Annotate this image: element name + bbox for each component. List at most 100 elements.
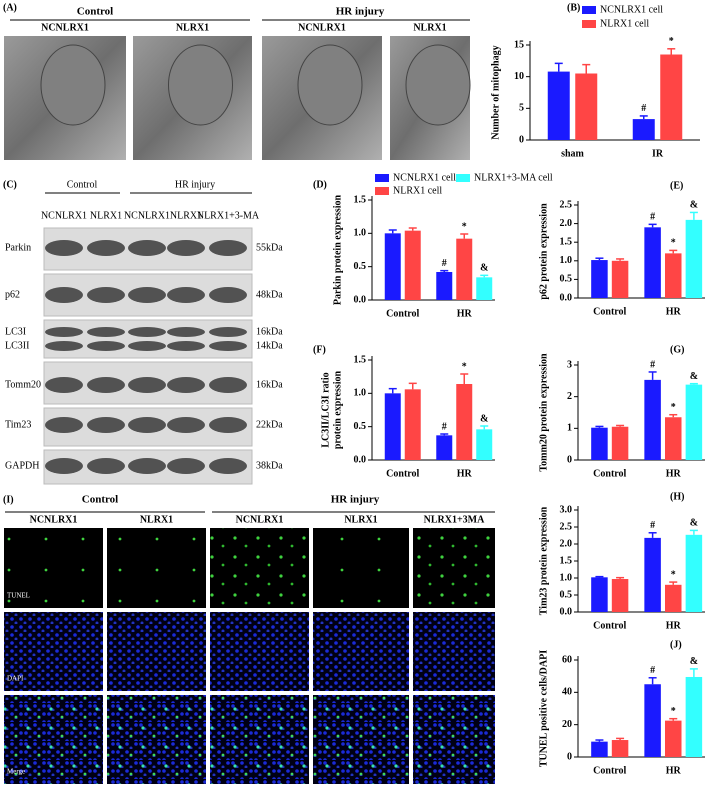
blot-band: [167, 341, 205, 351]
error-bar: [667, 48, 676, 55]
bar: [644, 379, 661, 460]
error-bar: [595, 257, 604, 261]
protein-name: GAPDH: [5, 460, 39, 471]
error-bar: [669, 249, 678, 254]
blot-band: [167, 287, 205, 303]
fluorescence-image: [413, 612, 495, 691]
error-bar: [582, 63, 591, 74]
group-header: HR injury: [336, 6, 385, 18]
fluorescence-image: [107, 612, 206, 691]
significance-mark: *: [669, 36, 674, 47]
error-bar: [648, 223, 657, 228]
bar: [591, 741, 608, 757]
bar: [591, 260, 608, 298]
y-tick-label: 1.0: [560, 572, 573, 583]
significance-mark: #: [641, 103, 646, 114]
fluorescence-image: [210, 528, 309, 608]
group-header: HR injury: [331, 494, 380, 506]
blot-band: [87, 458, 125, 474]
protein-size: 16kDa: [256, 379, 283, 390]
x-tick-label: HR: [457, 468, 473, 479]
error-bar: [669, 581, 678, 585]
y-tick-label: 0.5: [354, 421, 367, 432]
significance-mark: &: [690, 518, 698, 529]
blot-band: [167, 240, 205, 256]
y-tick-label: 0: [567, 454, 572, 465]
legend-swatch: [582, 20, 596, 28]
blot-band: [87, 341, 125, 351]
column-label: NCNLRX1: [298, 22, 346, 33]
bar: [611, 579, 629, 612]
x-tick-label: HR: [666, 468, 682, 479]
protein-name: Tomm20: [5, 379, 41, 390]
y-tick-label: 0.5: [560, 274, 573, 285]
blot-band: [87, 417, 125, 433]
y-tick-label: 1.0: [354, 388, 367, 399]
nucleus: [40, 44, 106, 126]
group-header: Control: [77, 6, 113, 18]
y-tick-label: 20: [562, 719, 572, 730]
column-label: NCNLRX1: [30, 514, 78, 525]
protein-name: Parkin: [5, 242, 31, 253]
group-header: Control: [67, 179, 98, 190]
y-tick-label: 1.0: [354, 228, 367, 239]
blot-band: [209, 287, 247, 303]
column-label: NLRX1: [413, 22, 446, 33]
y-tick-label: 1.5: [354, 194, 367, 205]
significance-mark: #: [650, 665, 655, 676]
panel-label: (E): [670, 180, 683, 191]
significance-mark: *: [671, 569, 676, 580]
y-tick-label: 2.0: [560, 538, 573, 549]
y-tick-label: 0.0: [354, 294, 367, 305]
y-tick-label: 0.0: [560, 606, 573, 617]
blot-band: [128, 287, 166, 303]
fluorescence-image: [210, 612, 309, 691]
y-tick-label: 1: [567, 423, 572, 434]
fluorescence-image: [4, 612, 103, 691]
bar: [404, 389, 421, 460]
blot-band: [167, 327, 205, 337]
y-axis-label: Tomm20 protein expression: [538, 353, 549, 472]
bar: [664, 253, 682, 298]
significance-mark: &: [480, 263, 488, 274]
significance-mark: #: [442, 258, 447, 269]
significance-mark: &: [690, 200, 698, 211]
y-axis-label: Parkin protein expression: [332, 194, 343, 305]
blot-band: [45, 240, 83, 256]
blot-band: [209, 417, 247, 433]
nucleus: [168, 44, 233, 126]
significance-mark: *: [671, 238, 676, 249]
nucleus: [297, 44, 363, 126]
bar: [547, 71, 570, 140]
y-tick-label: 0.0: [354, 454, 367, 465]
panel-label: (C): [3, 179, 17, 190]
fluorescence-image: [413, 695, 495, 784]
blot-band: [167, 377, 205, 393]
error-bar: [440, 269, 449, 272]
blot-band: [209, 240, 247, 256]
bar: [611, 426, 629, 460]
y-tick-label: 60: [562, 654, 572, 665]
bar: [476, 429, 493, 460]
fluorescence-image: [107, 528, 206, 608]
error-bar: [388, 387, 397, 394]
legend-label: NCNLRX1 cell: [600, 4, 663, 15]
blot-band: [209, 341, 247, 351]
y-tick-label: 15: [514, 39, 524, 50]
protein-size: 38kDa: [256, 460, 283, 471]
y-tick-label: 2: [567, 391, 572, 402]
protein-size: 55kDa: [256, 242, 283, 253]
error-bar: [408, 382, 417, 390]
blot-band: [45, 327, 83, 337]
bar: [660, 54, 683, 140]
protein-size: 16kDa: [256, 326, 283, 337]
blot-band: [209, 377, 247, 393]
blot-band: [87, 240, 125, 256]
blot-band: [128, 377, 166, 393]
error-bar: [689, 529, 698, 535]
blot-band: [128, 417, 166, 433]
x-tick-label: HR: [666, 306, 682, 317]
bar: [591, 577, 608, 612]
bar: [384, 233, 401, 300]
